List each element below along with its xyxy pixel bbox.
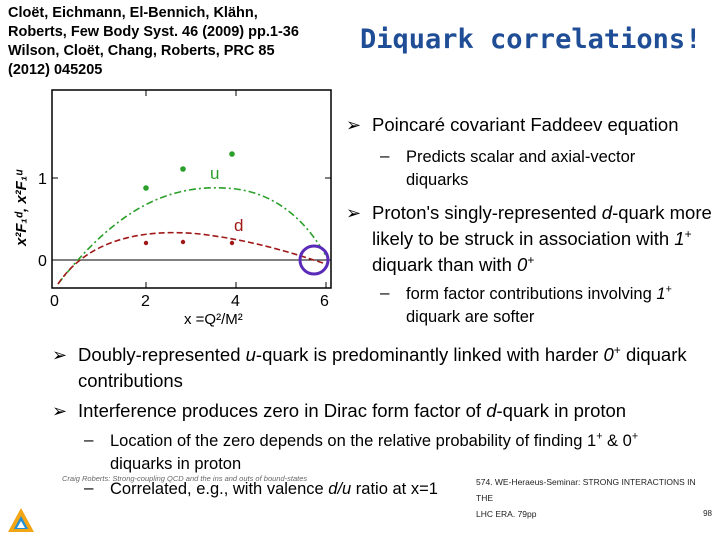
slide-title: Diquark correlations! [360,24,702,55]
d-curve-label: d [234,216,243,235]
d-data-point [229,240,235,246]
sub-bullet-predicts: – Predicts scalar and axial-vector diqua… [380,146,700,192]
u-data-point [229,151,235,157]
sub-bullet-correlated: – Correlated, e.g., with valence d/u rat… [84,478,684,501]
x-tick-label: 4 [231,293,240,310]
sub-bullet-text: Predicts scalar and axial-vector diquark… [406,148,636,189]
axis-ticks [52,90,331,288]
u-curve-label: u [210,164,219,183]
x-tick-label: 6 [320,293,329,310]
zero-crossing-highlight [298,244,330,276]
d-data-point [143,240,149,246]
x-tick-label: 2 [141,293,150,310]
u-data-point [180,166,186,172]
bullet-text: Interference produces zero in Dirac form… [78,400,627,421]
page-number: 98 [703,509,712,518]
y-tick-label: 1 [38,171,47,188]
sub-bullet-location: – Location of the zero depends on the re… [84,430,684,476]
arrow-bullet-icon: ➢ [346,115,362,135]
dash-bullet: – [84,478,94,497]
bullet-faddeev: ➢ Poincaré covariant Faddeev equation [346,112,716,138]
arrow-bullet-icon: ➢ [52,401,68,421]
institution-logo-icon [8,508,34,532]
sub-bullet-softer: – form factor contributions involving 1+… [380,283,700,329]
dash-bullet: – [84,430,94,449]
citation-line: (2012) 045205 [8,62,103,78]
u-data-point [143,185,149,191]
dash-bullet: – [380,146,390,165]
citation-block: Cloët, Eichmann, El-Bennich, Klähn, Robe… [8,4,326,80]
d-data-point [180,239,186,245]
plot-frame [51,89,332,289]
bullet-text: Doubly-represented u-quark is predominan… [78,342,687,391]
d-quark-curve [57,231,327,285]
u-quark-curve [57,187,327,285]
citation-line: Cloët, Eichmann, El-Bennich, Klähn, [8,5,258,21]
x-tick-label: 0 [50,293,59,310]
footer-right-line: LHC ERA. 79pp [476,509,537,519]
form-factor-plot: u d 1 0 0 2 4 6 x =Q²/M² x²F₁ᵈ, x²F₁ᵘ [13,89,332,328]
footer-right: 574. WE-Heraeus-Seminar: STRONG INTERACT… [476,474,714,522]
footer-left: Craig Roberts: Strong-coupling QCD and t… [62,474,308,483]
dash-bullet: – [380,283,390,302]
arrow-bullet-icon: ➢ [52,345,68,365]
bullet-doubly-u: ➢ Doubly-represented u-quark is predomin… [52,342,702,394]
bullet-singly-d: ➢ Proton's singly-represented d-quark mo… [346,200,718,278]
sub-bullet-text: Correlated, e.g., with valence d/u ratio… [110,480,438,498]
sub-bullet-text: Location of the zero depends on the rela… [110,430,639,473]
sub-bullet-text: form factor contributions involving 1+ d… [406,283,672,326]
y-axis-label: x²F₁ᵈ, x²F₁ᵘ [13,169,30,247]
footer-right-line: 574. WE-Heraeus-Seminar: STRONG INTERACT… [476,477,696,503]
citation-line: Wilson, Cloët, Chang, Roberts, PRC 85 [8,43,275,59]
x-axis-label: x =Q²/M² [184,311,243,328]
bullet-text: Proton's singly-represented d-quark more… [372,202,712,275]
y-tick-label: 0 [38,253,47,270]
bullet-text: Poincaré covariant Faddeev equation [372,114,679,135]
bullet-interference: ➢ Interference produces zero in Dirac fo… [52,398,712,424]
arrow-bullet-icon: ➢ [346,203,362,223]
citation-line: Roberts, Few Body Syst. 46 (2009) pp.1-3… [8,24,299,40]
